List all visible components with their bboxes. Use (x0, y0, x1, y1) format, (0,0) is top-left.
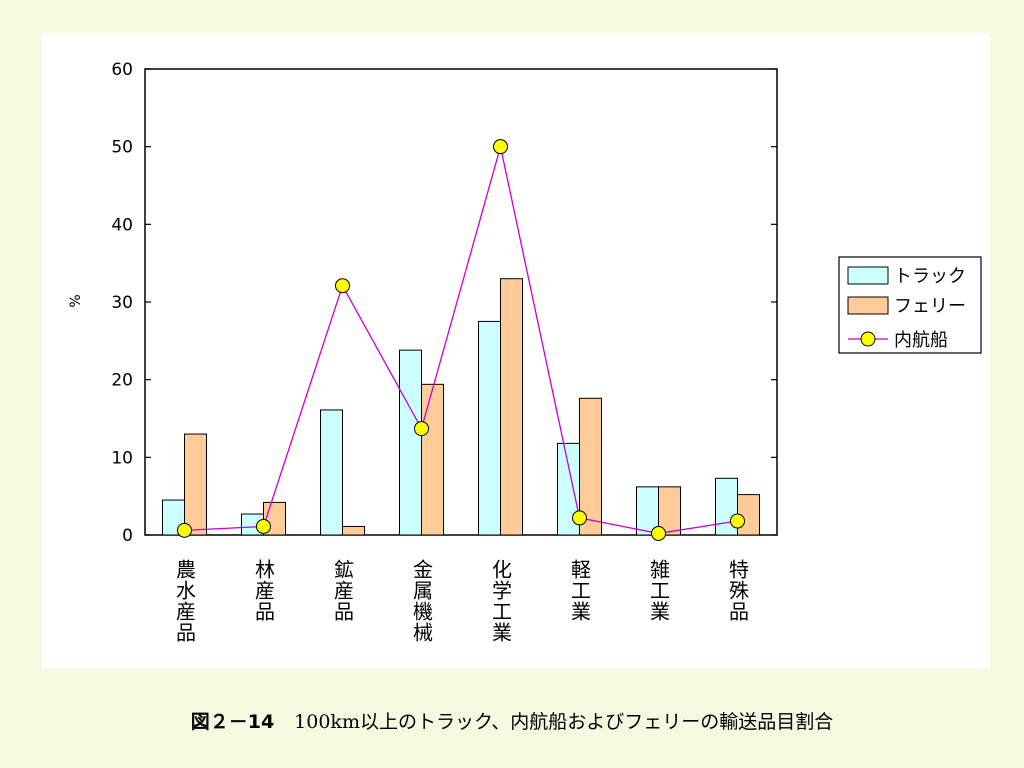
y-axis: 0 10 20 30 40 50 60 (111, 60, 777, 546)
y-tick-label: 20 (111, 371, 133, 391)
bar-ferry (500, 278, 523, 536)
bar-ferry (184, 433, 207, 536)
x-category-label: 化学工業 (489, 559, 513, 643)
y-axis-label: % (68, 294, 84, 307)
legend-label-truck: トラック (894, 266, 966, 287)
point-coastal-shipping (256, 518, 271, 534)
point-coastal-shipping (177, 522, 192, 538)
bar-ferry (658, 486, 681, 536)
x-category-label: 軽工業 (568, 559, 592, 622)
x-category-label: 鉱産品 (331, 559, 355, 622)
bar-ferry (342, 525, 365, 536)
x-axis-labels: 農水産品 林産品 鉱産品 金属機械 化学工業 軽工業 雑工業 特殊品 (173, 559, 750, 643)
y-tick-label: 50 (111, 138, 133, 158)
legend-swatch-ferry (847, 296, 889, 315)
y-tick-label: 40 (111, 215, 133, 235)
bar-ferry (579, 397, 602, 536)
figure-panel: 0 10 20 30 40 50 60 % 農水産品 林産品 鉱産品 金属機械 化学工業 軽工業 雑工業… (42, 33, 990, 669)
y-tick-label: 10 (111, 448, 133, 468)
point-coastal-shipping (414, 421, 429, 437)
line-series (177, 139, 745, 541)
legend-swatch-truck (847, 266, 889, 285)
x-category-label: 林産品 (252, 559, 276, 622)
figure-number: 図２－14 (190, 711, 275, 733)
point-coastal-shipping (730, 513, 745, 529)
bar-ferry (421, 383, 444, 536)
legend-label-ferry: フェリー (894, 296, 966, 317)
point-coastal-shipping (335, 278, 350, 294)
point-coastal-shipping (572, 510, 587, 526)
bar-truck (399, 349, 422, 536)
point-coastal-shipping (493, 139, 508, 155)
line-coastal-shipping (184, 146, 738, 535)
x-category-label: 雑工業 (647, 559, 671, 622)
y-tick-label: 60 (111, 60, 133, 80)
point-coastal-shipping (651, 525, 666, 541)
y-tick-label: 30 (111, 293, 133, 313)
bar-truck (320, 409, 343, 536)
x-category-label: 農水産品 (173, 559, 197, 643)
x-category-label: 金属機械 (410, 559, 434, 643)
legend: トラック フェリー 内航船 (838, 256, 982, 354)
chart: 0 10 20 30 40 50 60 % 農水産品 林産品 鉱産品 金属機械 化学工業 軽工業 雑工業… (68, 60, 982, 643)
y-tick-label: 0 (122, 526, 133, 546)
plot-area-frame (144, 68, 778, 536)
x-category-label: 特殊品 (726, 559, 750, 622)
caption-text: 100km以上のトラック、内航船およびフェリーの輸送品目割合 (294, 711, 834, 733)
figure-caption: 図２－14 100km以上のトラック、内航船およびフェリーの輸送品目割合 (0, 707, 1024, 734)
bar-truck (478, 320, 501, 536)
legend-marker-coastal (860, 331, 876, 347)
legend-label-coastal: 内航船 (894, 330, 948, 351)
